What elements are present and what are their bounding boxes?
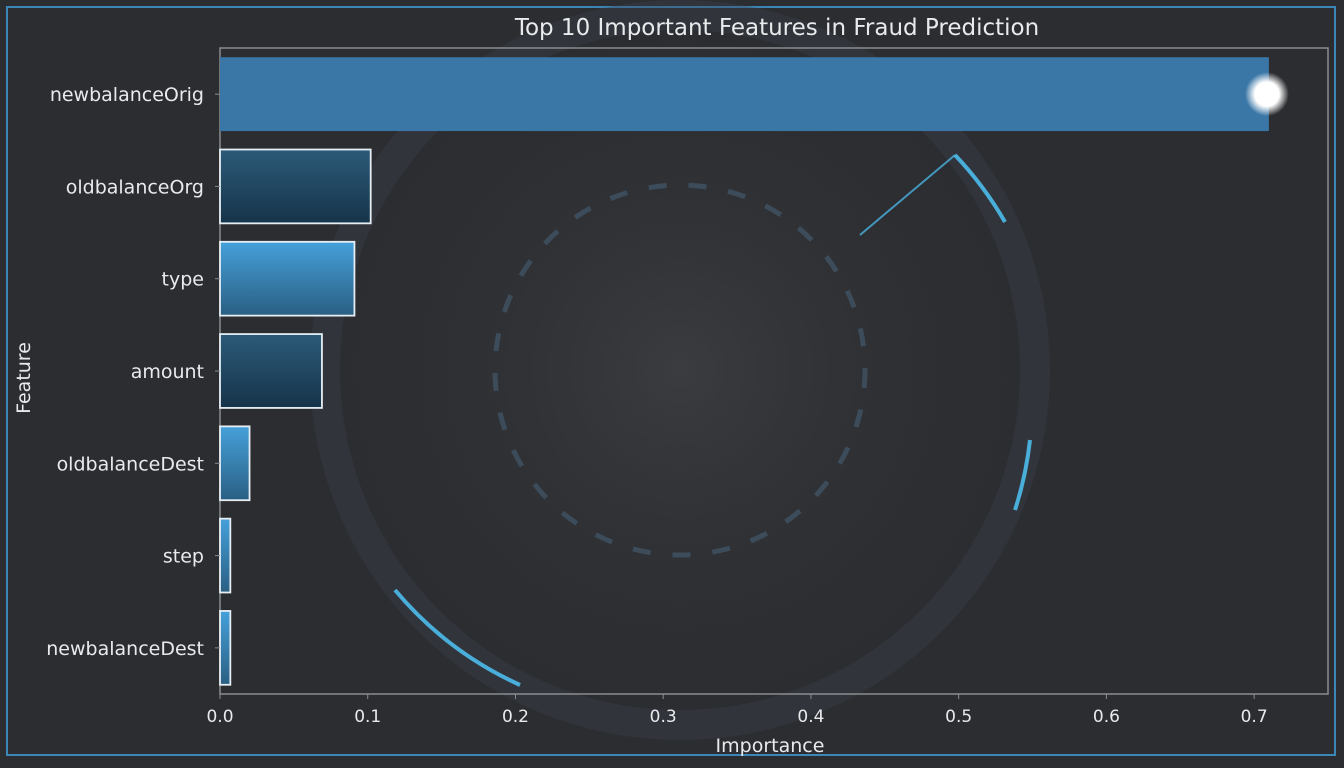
y-tick-labels: newbalanceOrig oldbalanceOrg type amount old… (46, 84, 220, 660)
x-tick-label: 0.5 (945, 707, 972, 727)
x-tick-label: 0.0 (206, 707, 233, 727)
bar-newbalanceDest (219, 610, 232, 686)
y-tick-label: newbalanceOrig (50, 84, 204, 106)
y-tick-label: oldbalanceDest (57, 453, 204, 475)
bar-type (219, 240, 356, 317)
bars-group (219, 57, 1289, 686)
decor-accent-arc (953, 153, 1007, 223)
x-tick-label: 0.6 (1093, 707, 1120, 727)
decor-accent-line (859, 154, 956, 236)
bar-oldbalanceDest (219, 425, 251, 502)
decor-accent-arc (1013, 439, 1032, 511)
x-tick-label: 0.2 (502, 707, 529, 727)
x-ticks: 0.0 0.1 0.2 0.3 0.4 0.5 0.6 0.7 (206, 694, 1268, 727)
bar-amount (219, 333, 323, 409)
y-tick-label: newbalanceDest (46, 638, 204, 660)
x-tick-label: 0.4 (797, 707, 824, 727)
decor-accent-arc (393, 588, 521, 687)
chart-title: Top 10 Important Features in Fraud Predi… (514, 15, 1039, 41)
background-decoration (300, 0, 1060, 750)
decor-dashed-ring (492, 182, 868, 558)
x-tick-label: 0.1 (354, 707, 381, 727)
bar-oldbalanceOrg (219, 148, 372, 225)
y-tick-label: oldbalanceOrg (66, 176, 204, 198)
bar-newbalanceOrig (220, 57, 1269, 132)
y-tick-label: amount (131, 361, 204, 383)
decor-outer-ring (310, 0, 1050, 740)
y-axis-label: Feature (13, 342, 35, 414)
highlight-dot (1244, 72, 1289, 117)
x-tick-label: 0.3 (650, 707, 677, 727)
x-tick-label: 0.7 (1241, 707, 1268, 727)
y-tick-label: type (162, 269, 204, 291)
bar-step (219, 517, 232, 594)
background-glow (300, 0, 1060, 750)
y-tick-label: step (163, 546, 204, 568)
x-axis-label: Importance (716, 735, 825, 757)
